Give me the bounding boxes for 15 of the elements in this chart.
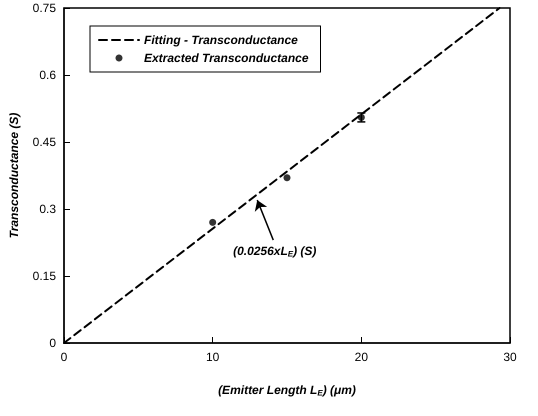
y-tick-label: 0.6 [39, 68, 56, 82]
y-tick-label: 0.45 [32, 135, 56, 149]
x-tick-label: 20 [354, 350, 368, 364]
y-tick-label: 0.75 [32, 1, 56, 15]
y-tick-label: 0.3 [39, 202, 56, 216]
y-tick-label: 0.15 [32, 269, 56, 283]
y-tick-label: 0 [49, 336, 56, 350]
point [284, 174, 290, 182]
legend-label: Fitting - Transconductance [144, 33, 298, 47]
legend-label: Extracted Transconductance [144, 51, 309, 65]
x-tick-label: 30 [503, 350, 517, 364]
x-tick-label: 10 [206, 350, 220, 364]
point [209, 218, 216, 226]
x-tick-label: 0 [60, 350, 68, 364]
y-axis-title: Transconductance (S) [7, 112, 21, 238]
